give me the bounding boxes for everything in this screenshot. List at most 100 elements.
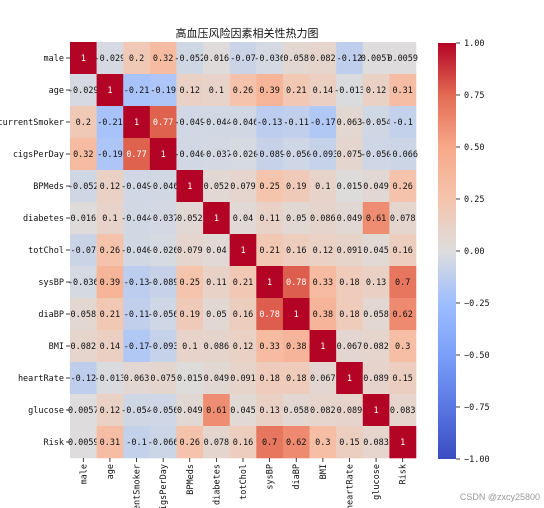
heatmap-cell xyxy=(282,42,310,75)
heatmap-cell xyxy=(96,170,124,203)
cell-value-label: 0.058 xyxy=(283,54,309,64)
cell-value-label: -0.11 xyxy=(283,118,309,128)
heatmap-cell xyxy=(256,298,284,331)
cell-value-label: -0.046 xyxy=(228,118,259,128)
heatmap-cell xyxy=(336,170,364,203)
column-label: diaBP xyxy=(292,464,302,490)
heatmap-cell xyxy=(229,394,257,427)
cell-value-label: 0.075 xyxy=(150,374,176,384)
heatmap-cell xyxy=(123,42,151,75)
column-label: heartRate xyxy=(345,464,355,508)
heatmap-cell xyxy=(203,42,230,75)
cell-value-label: 0.045 xyxy=(363,246,389,256)
cell-value-label: 0.083 xyxy=(363,438,389,448)
heatmap-cell xyxy=(256,394,284,427)
heatmap-cell xyxy=(256,266,284,299)
cell-value-label: 0.049 xyxy=(363,182,389,192)
heatmap-cell xyxy=(362,74,390,107)
cell-value-label: 0.31 xyxy=(392,86,412,96)
heatmap-cell xyxy=(203,266,230,299)
heatmap-cell xyxy=(256,202,284,235)
heatmap-cell xyxy=(389,106,417,139)
heatmap-cell xyxy=(123,426,151,459)
cell-value-label: 0.18 xyxy=(259,374,279,384)
heatmap-cell xyxy=(309,74,337,107)
heatmap-cell xyxy=(149,170,177,203)
cell-value-label: 0.05 xyxy=(286,214,306,224)
cell-value-label: 0.21 xyxy=(286,86,306,96)
heatmap-cell xyxy=(123,266,151,299)
cell-value-label: 0.19 xyxy=(180,310,200,320)
heatmap-cell xyxy=(96,138,124,171)
cell-value-label: 0.3 xyxy=(395,342,410,352)
heatmap-cell xyxy=(96,266,124,299)
cell-value-label: 0.091 xyxy=(230,374,256,384)
row-label: totChol xyxy=(28,246,64,256)
cell-value-label: -0.19 xyxy=(97,150,123,160)
heatmap-cell xyxy=(176,362,204,395)
cell-value-label: -0.013 xyxy=(334,86,365,96)
cell-value-label: 0.052 xyxy=(204,182,230,192)
heatmap-cell xyxy=(389,298,417,331)
colorbar-tick-label: 0.50 xyxy=(464,143,484,153)
cell-value-label: 0.33 xyxy=(259,342,279,352)
heatmap-cell xyxy=(149,362,177,395)
cell-value-label: 0.063 xyxy=(124,374,150,384)
heatmap-cell xyxy=(229,202,257,235)
heatmap-cell xyxy=(203,362,230,395)
cell-value-label: -0.054 xyxy=(361,118,392,128)
cell-value-label: 0.25 xyxy=(180,278,200,288)
cell-value-label: 0.61 xyxy=(206,406,226,416)
cell-value-label: -0.056 xyxy=(281,150,312,160)
cell-value-label: 0.78 xyxy=(259,310,279,320)
cell-value-label: 0.16 xyxy=(392,246,412,256)
heatmap-cell xyxy=(229,234,257,267)
cell-value-label: 0.086 xyxy=(204,342,230,352)
row-label: currentSmoker xyxy=(0,118,64,128)
row-labels: male age currentSmoker cigsPerDay BPMeds diab… xyxy=(0,54,70,448)
heatmap-cell xyxy=(282,138,310,171)
cell-value-label: -0.19 xyxy=(150,86,176,96)
cell-value-label: 0.12 xyxy=(100,182,120,192)
cell-value-label: 0.078 xyxy=(204,438,230,448)
heatmap-cell xyxy=(123,170,151,203)
cell-value-label: -0.054 xyxy=(121,406,152,416)
heatmap-cell xyxy=(229,42,257,75)
heatmap-cell xyxy=(389,426,417,459)
colorbar-tick-label: −0.50 xyxy=(464,351,490,361)
row-label: BPMeds xyxy=(33,182,64,192)
heatmap-cell xyxy=(229,330,257,363)
cell-value-label: 0.77 xyxy=(153,118,173,128)
cell-value-label: 0.016 xyxy=(71,214,97,224)
cell-value-label: 0.045 xyxy=(230,406,256,416)
cell-value-label: 0.26 xyxy=(392,182,412,192)
cell-value-label: -0.066 xyxy=(387,150,418,160)
cell-value-label: 0.086 xyxy=(310,214,336,224)
cell-value-label: -0.1 xyxy=(126,438,146,448)
heatmap-cell xyxy=(309,42,337,75)
colorbar-tick-label: 1.00 xyxy=(464,39,484,49)
row-label: diabetes xyxy=(23,214,64,224)
cell-value-label: 0.12 xyxy=(233,342,253,352)
cell-value-label: 0.16 xyxy=(233,438,253,448)
heatmap-cell xyxy=(96,42,124,75)
heatmap-cell xyxy=(203,298,230,331)
cell-value-label: 1 xyxy=(214,214,219,224)
cell-value-label: 0.7 xyxy=(395,278,410,288)
heatmap-cell xyxy=(229,170,257,203)
heatmap-cell xyxy=(256,234,284,267)
heatmap-cell xyxy=(176,106,204,139)
heatmap-cell xyxy=(96,234,124,267)
heatmap-cell xyxy=(336,298,364,331)
cell-value-label: -0.052 xyxy=(68,182,99,192)
cell-value-label: -0.056 xyxy=(148,310,179,320)
cell-value-label: 0.26 xyxy=(180,438,200,448)
heatmap-cell xyxy=(70,106,97,139)
heatmap-cell xyxy=(389,202,417,235)
heatmap-cell xyxy=(389,74,417,107)
heatmap-cell xyxy=(362,426,390,459)
cell-value-label: -0.056 xyxy=(148,406,179,416)
heatmap-cell xyxy=(123,202,151,235)
heatmap-cell xyxy=(336,394,364,427)
heatmap-cell xyxy=(229,266,257,299)
